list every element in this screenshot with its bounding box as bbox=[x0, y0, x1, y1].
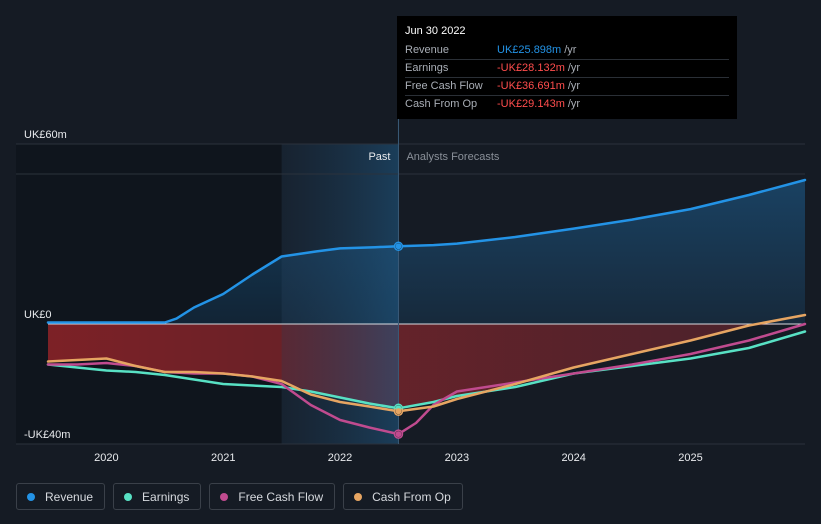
legend-dot-icon bbox=[124, 492, 133, 501]
x-tick-label: 2020 bbox=[94, 452, 118, 464]
zone-label-past: Past bbox=[368, 151, 390, 163]
tooltip-value: -UK£28.132m bbox=[497, 62, 565, 74]
negative-area bbox=[48, 324, 805, 409]
tooltip-value: -UK£29.143m bbox=[497, 98, 565, 110]
legend-label: Earnings bbox=[142, 489, 190, 504]
data-tooltip: Jun 30 2022 Revenue UK£25.898m /yr Earni… bbox=[397, 16, 737, 119]
tooltip-label: Earnings bbox=[405, 62, 449, 74]
y-axis-label: -UK£40m bbox=[24, 429, 70, 441]
chart-legend: Revenue Earnings Free Cash Flow Cash Fro… bbox=[16, 483, 471, 510]
legend-item-revenue[interactable]: Revenue bbox=[16, 483, 106, 510]
tooltip-label: Free Cash Flow bbox=[405, 80, 483, 92]
x-tick-label: 2022 bbox=[328, 452, 352, 464]
legend-dot-icon bbox=[27, 492, 35, 501]
tooltip-row-free-cash-flow: Free Cash Flow -UK£36.691m /yr bbox=[405, 78, 729, 96]
zone-label-forecast: Analysts Forecasts bbox=[406, 151, 499, 163]
legend-label: Revenue bbox=[45, 489, 94, 504]
tooltip-value: UK£25.898m bbox=[497, 44, 562, 56]
legend-label: Free Cash Flow bbox=[238, 489, 324, 504]
tooltip-label: Revenue bbox=[405, 44, 450, 56]
series-line-revenue bbox=[46, 178, 807, 324]
marker-fill-free-cash-flow bbox=[395, 431, 402, 438]
legend-dot-icon bbox=[354, 492, 363, 501]
tooltip-row-cash-from-op: Cash From Op -UK£29.143m /yr bbox=[405, 96, 729, 113]
marker-fill-cash-from-op bbox=[395, 408, 402, 415]
x-tick-label: 2025 bbox=[678, 452, 702, 464]
x-tick-label: 2024 bbox=[561, 452, 585, 464]
x-tick-label: 2023 bbox=[445, 452, 469, 464]
y-axis-label: UK£60m bbox=[24, 129, 67, 141]
tooltip-value: -UK£36.691m bbox=[497, 80, 565, 92]
legend-dot-icon bbox=[220, 492, 229, 501]
series-line-cash-from-op bbox=[46, 313, 807, 413]
tooltip-row-revenue: Revenue UK£25.898m /yr bbox=[405, 42, 729, 60]
tooltip-date: Jun 30 2022 bbox=[405, 25, 466, 37]
tooltip-unit: /yr bbox=[567, 80, 581, 92]
revenue-area bbox=[48, 180, 805, 324]
legend-item-free-cash-flow[interactable]: Free Cash Flow bbox=[209, 483, 336, 510]
past-year-highlight bbox=[281, 144, 399, 444]
legend-label: Cash From Op bbox=[372, 489, 451, 504]
tooltip-unit: /yr bbox=[567, 62, 581, 74]
tooltip-unit: /yr bbox=[567, 98, 581, 110]
y-axis-label: UK£0 bbox=[24, 309, 52, 321]
legend-item-earnings[interactable]: Earnings bbox=[113, 483, 202, 510]
tooltip-unit: /yr bbox=[564, 44, 577, 56]
marker-fill-revenue bbox=[395, 243, 402, 250]
x-tick-label: 2021 bbox=[211, 452, 235, 464]
tooltip-row-earnings: Earnings -UK£28.132m /yr bbox=[405, 60, 729, 78]
tooltip-label: Cash From Op bbox=[405, 98, 478, 110]
legend-item-cash-from-op[interactable]: Cash From Op bbox=[343, 483, 463, 510]
